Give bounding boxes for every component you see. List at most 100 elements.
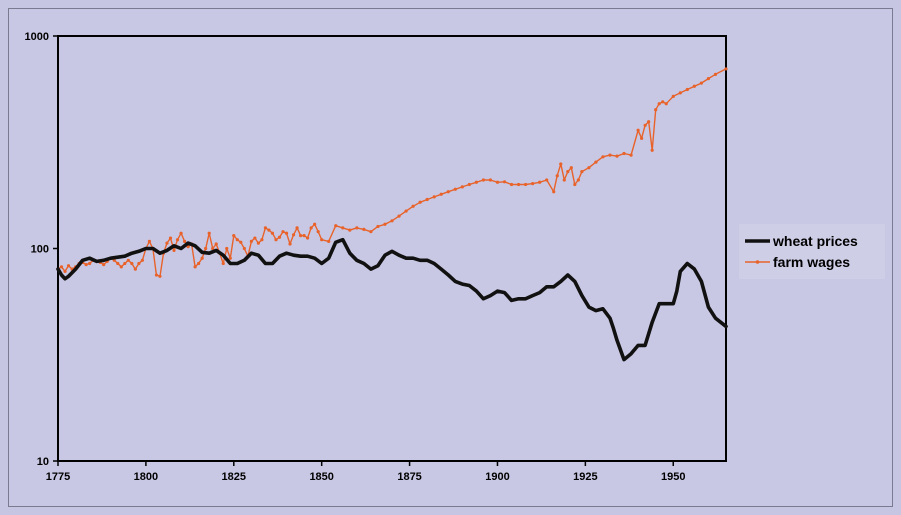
farm-wages-point xyxy=(692,84,696,88)
farm-wages-point xyxy=(232,234,236,238)
farm-wages-point xyxy=(516,182,521,187)
farm-wages-point xyxy=(84,262,88,267)
farm-wages-point xyxy=(439,192,443,196)
farm-wages-point xyxy=(348,228,352,232)
farm-wages-point xyxy=(569,166,573,170)
farm-wages-point xyxy=(545,178,549,182)
farm-wages-point xyxy=(488,178,493,182)
farm-wages-point xyxy=(88,261,92,266)
farm-wages-point xyxy=(63,269,67,274)
farm-wages-point xyxy=(147,239,152,243)
farm-wages-point xyxy=(204,246,208,251)
farm-wages-point xyxy=(383,222,387,226)
farm-wages-point xyxy=(362,227,366,231)
farm-wages-point xyxy=(425,197,429,202)
x-tick-label: 1850 xyxy=(309,471,333,483)
farm-wages-point xyxy=(179,231,183,235)
farm-wages-point xyxy=(552,190,556,194)
farm-wages-point xyxy=(211,246,215,251)
farm-wages-point xyxy=(432,195,436,199)
farm-wages-point xyxy=(214,242,218,246)
legend-label: farm wages xyxy=(773,254,850,270)
farm-wages-point xyxy=(306,236,310,240)
farm-wages-point xyxy=(509,182,514,187)
x-tick-label: 1925 xyxy=(573,471,597,483)
farm-wages-point xyxy=(531,182,535,186)
farm-wages-point xyxy=(123,261,127,266)
farm-wages-point xyxy=(724,67,728,71)
farm-wages-point xyxy=(580,170,584,174)
farm-wages-point xyxy=(495,180,500,184)
farm-wages-point xyxy=(390,219,394,223)
farm-wages-point xyxy=(636,128,640,132)
farm-wages-point xyxy=(277,235,282,239)
farm-wages-point xyxy=(295,226,299,230)
farm-wages-point xyxy=(678,91,682,95)
farm-wages-point xyxy=(467,182,471,187)
farm-wages-point xyxy=(622,151,626,156)
farm-wages-point xyxy=(200,256,204,260)
farm-wages-point xyxy=(133,267,137,271)
farm-wages-point xyxy=(502,180,507,184)
farm-wages-point xyxy=(270,231,275,235)
farm-wages-point xyxy=(685,87,689,92)
farm-wages-point xyxy=(587,166,591,170)
farm-wages-point xyxy=(573,182,577,187)
farm-wages-point xyxy=(274,238,278,242)
farm-wages-point xyxy=(249,239,253,243)
farm-wages-point xyxy=(263,226,268,230)
farm-wages-point xyxy=(228,256,232,260)
farm-wages-point xyxy=(654,108,658,112)
farm-wages-point xyxy=(281,230,285,234)
farm-wages-point xyxy=(119,265,123,269)
farm-wages-point xyxy=(253,236,257,240)
legend-wages-marker xyxy=(755,260,760,264)
x-axis: 1775 1800 1825 1850 1875 1900 1925 1950 xyxy=(46,461,686,483)
farm-wages-point xyxy=(291,233,296,237)
farm-wages-point xyxy=(140,258,144,262)
farm-wages-point xyxy=(298,234,303,238)
x-tick-label: 1825 xyxy=(222,471,246,483)
farm-wages-point xyxy=(327,239,331,243)
farm-wages-point xyxy=(453,187,457,191)
x-tick-label: 1875 xyxy=(397,471,421,483)
farm-wages-point xyxy=(594,160,598,164)
x-tick-label: 1950 xyxy=(661,471,685,483)
x-tick-label: 1800 xyxy=(134,471,158,483)
farm-wages-point xyxy=(559,162,563,166)
farm-wages-point xyxy=(355,226,359,230)
farm-wages-point xyxy=(576,178,580,182)
farm-wages-point xyxy=(376,224,380,229)
farm-wages-point xyxy=(629,153,633,157)
farm-wages-point xyxy=(126,258,130,262)
farm-wages-point xyxy=(235,238,239,242)
farm-wages-point xyxy=(601,155,605,159)
farm-wages-point xyxy=(193,265,197,269)
y-axis: 10 100 1000 xyxy=(25,31,58,468)
farm-wages-point xyxy=(182,239,187,243)
farm-wages-point xyxy=(555,174,559,178)
farm-wages-point xyxy=(154,273,159,277)
farm-wages-point xyxy=(566,170,570,174)
farm-wages-point xyxy=(320,238,324,242)
farm-wages-point xyxy=(288,242,292,246)
farm-wages-point xyxy=(664,102,668,106)
farm-wages-point xyxy=(657,102,661,106)
x-tick-label: 1900 xyxy=(485,471,509,483)
farm-wages-point xyxy=(446,190,450,194)
farm-wages-point xyxy=(221,261,225,266)
farm-wages-point xyxy=(671,94,675,98)
farm-wages-point xyxy=(239,240,243,244)
y-tick-label: 10 xyxy=(37,456,49,468)
farm-wages-point xyxy=(260,238,264,242)
farm-wages-point xyxy=(116,261,120,266)
farm-wages-point xyxy=(411,204,415,208)
farm-wages-point xyxy=(267,228,271,232)
series-layer xyxy=(56,67,728,362)
farm-wages-point xyxy=(334,224,338,228)
farm-wages-point xyxy=(313,222,317,226)
legend-label: wheat prices xyxy=(772,233,858,249)
farm-wages-point xyxy=(538,180,542,184)
farm-wages-point xyxy=(474,180,478,184)
farm-wages-point xyxy=(242,246,246,251)
